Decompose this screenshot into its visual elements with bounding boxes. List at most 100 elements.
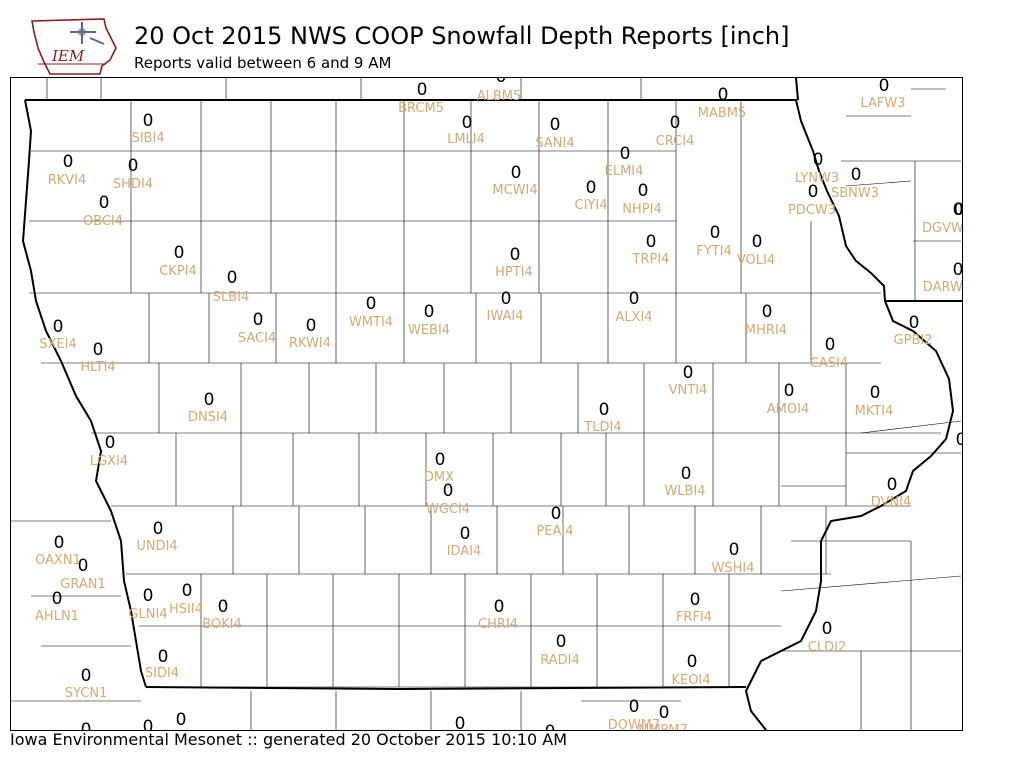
station-value: 0 [659, 703, 670, 723]
station-value: 0 [956, 430, 962, 450]
station-id: RADI4 [540, 653, 580, 668]
station-value: 0 [953, 260, 962, 280]
station-id: CIYI4 [575, 198, 608, 213]
station-id: SIBI4 [131, 131, 164, 146]
station-id: BOKI4 [202, 617, 242, 632]
station-id: AMOI4 [767, 402, 809, 417]
station-id: BRCM5 [398, 101, 444, 116]
station-value: 0 [143, 717, 154, 730]
station-value: 0 [556, 632, 567, 652]
station-value: 0 [825, 335, 836, 355]
station-id: LAFW3 [860, 96, 905, 111]
station-id: TRPI4 [632, 252, 670, 267]
station-id: GRAN1 [60, 577, 105, 592]
station-value: 0 [153, 519, 164, 539]
station-value: 0 [53, 317, 64, 337]
station-id: CKPI4 [159, 264, 197, 279]
iem-logo-graphic: IEM [31, 18, 117, 75]
station-id: CASI4 [810, 356, 848, 371]
station-id: OBCI4 [83, 214, 123, 229]
station-id: WLBI4 [664, 484, 705, 499]
station-id: TLDI4 [583, 420, 621, 435]
map-subtitle: Reports valid between 6 and 9 AM [134, 54, 392, 72]
state-border-south [145, 686, 747, 691]
station-value: 0 [435, 450, 446, 470]
station-value: 0 [599, 400, 610, 420]
station-id: WGCI4 [426, 502, 470, 517]
station-value: 0 [510, 245, 521, 265]
station-value: 0 [460, 524, 471, 544]
station-value: 0 [182, 581, 193, 601]
station-id: WSHI4 [712, 561, 755, 576]
state-border-west [21, 99, 147, 688]
state-border-mn-wi [795, 78, 799, 101]
station-id: IWAI4 [487, 309, 524, 324]
station-value: 0 [784, 381, 795, 401]
station-value: 0 [550, 115, 561, 135]
station-id: CHRI4 [478, 617, 518, 632]
station-id: GLNI4 [128, 607, 167, 622]
county-lines [11, 78, 962, 730]
station-id: RKWI4 [289, 336, 331, 351]
station-id: WMTI4 [349, 315, 393, 330]
station-value: 0 [729, 540, 740, 560]
state-border-east [25, 99, 955, 730]
station-value: 0 [752, 232, 763, 252]
station-value: 0 [496, 78, 507, 87]
station-value: 0 [690, 590, 701, 610]
station-id: VNTI4 [669, 383, 708, 398]
station-value: 0 [638, 181, 649, 201]
station-value: 0 [879, 78, 890, 96]
station-value: 0 [81, 666, 92, 686]
station-value: 0 [105, 433, 116, 453]
station-value: 0 [813, 150, 824, 170]
station-id: SBNW3 [831, 186, 879, 201]
station-id: SIDI4 [145, 666, 179, 681]
station-value: 0 [204, 390, 215, 410]
map-title: 20 Oct 2015 NWS COOP Snowfall Depth Repo… [134, 22, 790, 50]
station-value: 0 [545, 722, 556, 730]
station-id: SHDI4 [113, 177, 153, 192]
station-id: HSII4 [169, 602, 203, 617]
station-id: MKTI4 [855, 404, 894, 419]
station-id: DNSI4 [188, 410, 228, 425]
station-value: 0 [762, 302, 773, 322]
footer-credit: Iowa Environmental Mesonet :: generated … [10, 730, 568, 749]
station-value: 0 [494, 597, 505, 617]
station-id: VOLI4 [737, 253, 775, 268]
station-id: DGVW3 [922, 221, 962, 236]
station-value: 0 [822, 619, 833, 639]
station-id: FRFI4 [676, 610, 712, 625]
station-value: 0 [143, 586, 154, 606]
logo-text: IEM [51, 47, 85, 65]
station-value: 0 [158, 647, 169, 667]
station-value: 0 [870, 383, 881, 403]
station-id: IDAI4 [447, 544, 482, 559]
station-id: DMX [424, 470, 454, 485]
station-value: 0 [99, 193, 110, 213]
station-value: 0 [511, 163, 522, 183]
state-borders [21, 78, 962, 730]
station-value: 0 [620, 144, 631, 164]
station-id: SXEI4 [39, 337, 76, 352]
station-id: KEOI4 [671, 673, 710, 688]
station-id: CRCI4 [656, 134, 695, 149]
station-id: MHRI4 [745, 323, 787, 338]
station-id: DVNI4 [871, 495, 912, 510]
station-value: 0 [93, 340, 104, 360]
station-value: 0 [366, 294, 377, 314]
station-value: 0 [78, 556, 89, 576]
station-value: 0 [953, 200, 962, 220]
station-value: 0 [909, 313, 920, 333]
station-id: ELMI4 [605, 164, 644, 179]
station-id: SACI4 [238, 331, 276, 346]
map-panel: 0BRCM50ALBM50MABM50LAFW30SIBI40LMLI40SAN… [10, 77, 963, 731]
station-id: MABM5 [698, 106, 747, 121]
station-value: 0 [462, 113, 473, 133]
station-id: UNDI4 [136, 539, 177, 554]
station-id: MCWI4 [492, 183, 537, 198]
station-value: 0 [128, 156, 139, 176]
station-value: 0 [551, 504, 562, 524]
station-value: 0 [501, 289, 512, 309]
station-value: 0 [174, 243, 185, 263]
